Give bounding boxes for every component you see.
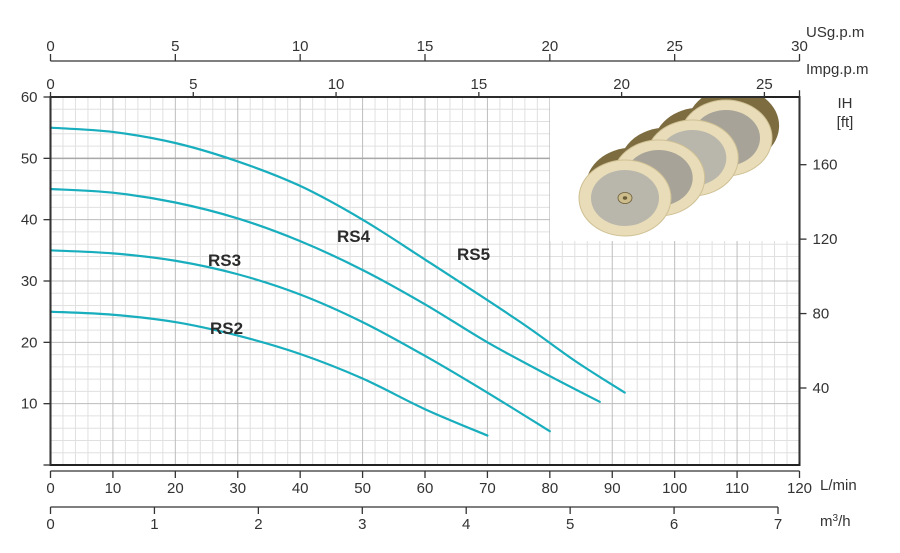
svg-text:40: 40 bbox=[813, 380, 830, 397]
svg-text:0: 0 bbox=[46, 516, 54, 533]
svg-text:RS4: RS4 bbox=[337, 227, 371, 246]
svg-text:RS5: RS5 bbox=[457, 245, 490, 264]
svg-text:[ft]: [ft] bbox=[837, 114, 854, 131]
svg-text:50: 50 bbox=[21, 150, 38, 167]
svg-text:60: 60 bbox=[417, 480, 434, 497]
svg-text:10: 10 bbox=[292, 38, 309, 55]
svg-text:IH: IH bbox=[838, 95, 853, 112]
svg-text:100: 100 bbox=[662, 480, 687, 497]
svg-text:20: 20 bbox=[541, 38, 558, 55]
svg-text:60: 60 bbox=[21, 89, 38, 106]
svg-text:0: 0 bbox=[46, 76, 54, 93]
svg-text:20: 20 bbox=[21, 334, 38, 351]
svg-text:10: 10 bbox=[328, 76, 345, 93]
svg-text:0: 0 bbox=[46, 480, 54, 497]
svg-text:0: 0 bbox=[46, 38, 54, 55]
svg-text:160: 160 bbox=[813, 157, 838, 174]
svg-text:3: 3 bbox=[358, 516, 366, 533]
svg-text:90: 90 bbox=[604, 480, 621, 497]
svg-text:80: 80 bbox=[541, 480, 558, 497]
svg-text:110: 110 bbox=[725, 480, 749, 497]
svg-text:4: 4 bbox=[462, 516, 470, 533]
svg-text:5: 5 bbox=[189, 76, 197, 93]
svg-text:30: 30 bbox=[21, 273, 38, 290]
svg-text:50: 50 bbox=[354, 480, 371, 497]
svg-text:70: 70 bbox=[479, 480, 496, 497]
svg-text:L/min: L/min bbox=[820, 477, 857, 494]
svg-text:80: 80 bbox=[813, 306, 830, 323]
svg-text:120: 120 bbox=[787, 480, 812, 497]
svg-text:40: 40 bbox=[292, 480, 309, 497]
svg-text:120: 120 bbox=[813, 231, 838, 248]
svg-text:25: 25 bbox=[666, 38, 683, 55]
svg-text:USg.p.m: USg.p.m bbox=[806, 24, 864, 41]
svg-text:15: 15 bbox=[417, 38, 434, 55]
svg-text:7: 7 bbox=[774, 516, 782, 533]
svg-text:30: 30 bbox=[229, 480, 246, 497]
svg-text:RS2: RS2 bbox=[210, 319, 243, 338]
svg-text:2: 2 bbox=[254, 516, 262, 533]
svg-text:1: 1 bbox=[150, 516, 158, 533]
svg-text:Impg.p.m: Impg.p.m bbox=[806, 61, 869, 78]
svg-text:15: 15 bbox=[470, 76, 487, 93]
svg-text:10: 10 bbox=[21, 396, 38, 413]
svg-text:6: 6 bbox=[670, 516, 678, 533]
svg-text:5: 5 bbox=[171, 38, 179, 55]
svg-text:RS3: RS3 bbox=[208, 251, 241, 270]
svg-text:20: 20 bbox=[613, 76, 630, 93]
svg-text:20: 20 bbox=[167, 480, 184, 497]
svg-text:m3/h: m3/h bbox=[820, 513, 851, 531]
svg-text:40: 40 bbox=[21, 212, 38, 229]
svg-text:25: 25 bbox=[756, 76, 773, 93]
svg-text:10: 10 bbox=[105, 480, 122, 497]
svg-text:5: 5 bbox=[566, 516, 574, 533]
